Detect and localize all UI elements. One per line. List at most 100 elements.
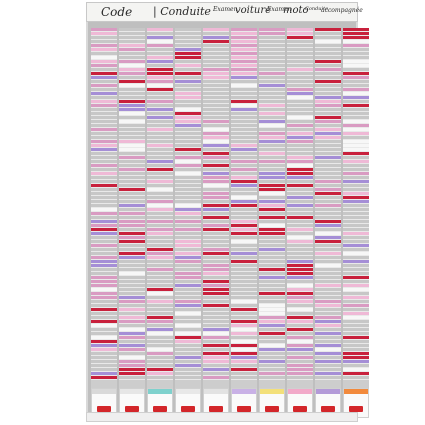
t-card: [343, 360, 369, 363]
slot-line: [175, 243, 201, 244]
t-card: [147, 360, 173, 363]
slot-line: [259, 123, 285, 124]
slot-line: [315, 159, 341, 160]
slot-line: [91, 339, 117, 340]
slot-line: [343, 299, 369, 300]
t-card: [287, 204, 313, 207]
t-card: [231, 348, 257, 351]
slot-line: [231, 235, 257, 236]
slot-line: [203, 211, 229, 212]
slot-line: [315, 295, 341, 296]
t-card: [343, 332, 369, 335]
t-card: [203, 348, 229, 351]
slot-line: [259, 195, 285, 196]
t-card: [259, 84, 285, 87]
slot-line: [343, 71, 369, 72]
t-card: [147, 256, 173, 259]
slot-line: [175, 115, 201, 116]
t-card: [287, 324, 313, 327]
slot-line: [259, 199, 285, 200]
t-card: [315, 360, 341, 363]
slot-line: [315, 175, 341, 176]
slot-line: [287, 303, 313, 304]
slot-line: [343, 163, 369, 164]
t-card: [315, 76, 341, 79]
slot-line: [119, 255, 145, 256]
t-card: [231, 332, 257, 335]
t-card: [175, 360, 201, 363]
slot-line: [175, 95, 201, 96]
card-column: [231, 28, 257, 388]
slot-line: [231, 351, 257, 352]
t-card: [259, 236, 285, 239]
t-card: [91, 140, 117, 143]
slot-line: [231, 283, 257, 284]
slot-line: [175, 227, 201, 228]
t-card: [147, 148, 173, 151]
t-card: [203, 104, 229, 107]
t-card: [203, 64, 229, 67]
slot-line: [259, 375, 285, 376]
slot-line: [231, 67, 257, 68]
planning-board: Code | Conduite Examen voiture Examen mo…: [86, 0, 369, 425]
slot-line: [259, 79, 285, 80]
slot-line: [175, 43, 201, 44]
t-card: [287, 76, 313, 79]
t-card: [91, 120, 117, 123]
slot-line: [315, 155, 341, 156]
t-card: [147, 244, 173, 247]
t-card: [343, 316, 369, 319]
slot-line: [259, 83, 285, 84]
t-card: [175, 232, 201, 235]
t-card: [231, 216, 257, 219]
t-card: [259, 132, 285, 135]
t-card: [343, 148, 369, 151]
slot-line: [315, 275, 341, 276]
slot-line: [203, 115, 229, 116]
card-box-band: [120, 389, 144, 394]
slot-line: [287, 123, 313, 124]
slot-line: [315, 219, 341, 220]
slot-line: [203, 151, 229, 152]
slot-line: [119, 279, 145, 280]
slot-line: [231, 295, 257, 296]
slot-line: [175, 331, 201, 332]
slot-line: [287, 143, 313, 144]
slot-line: [287, 171, 313, 172]
header-label-conduite-2: Conduite: [305, 6, 329, 12]
slot-line: [231, 203, 257, 204]
t-card: [287, 172, 313, 175]
slot-line: [175, 159, 201, 160]
slot-line: [175, 31, 201, 32]
t-card: [315, 276, 341, 279]
t-card: [119, 336, 145, 339]
t-card: [287, 216, 313, 219]
slot-line: [231, 111, 257, 112]
t-card: [203, 300, 229, 303]
t-card: [119, 104, 145, 107]
t-card: [175, 256, 201, 259]
t-card: [175, 76, 201, 79]
t-card: [91, 376, 117, 379]
t-card: [315, 124, 341, 127]
t-card: [287, 304, 313, 307]
slot-line: [315, 375, 341, 376]
slot-line: [287, 127, 313, 128]
slot-line: [147, 135, 173, 136]
slot-line: [315, 319, 341, 320]
slot-line: [147, 235, 173, 236]
t-card: [315, 112, 341, 115]
slot-line: [287, 167, 313, 168]
slot-line: [287, 259, 313, 260]
slot-line: [119, 315, 145, 316]
slot-line: [119, 351, 145, 352]
t-card: [343, 368, 369, 371]
t-card: [231, 132, 257, 135]
t-card: [315, 96, 341, 99]
slot-line: [175, 71, 201, 72]
slot-line: [119, 191, 145, 192]
t-card: [175, 324, 201, 327]
slot-line: [315, 287, 341, 288]
slot-line: [91, 51, 117, 52]
t-card: [175, 236, 201, 239]
